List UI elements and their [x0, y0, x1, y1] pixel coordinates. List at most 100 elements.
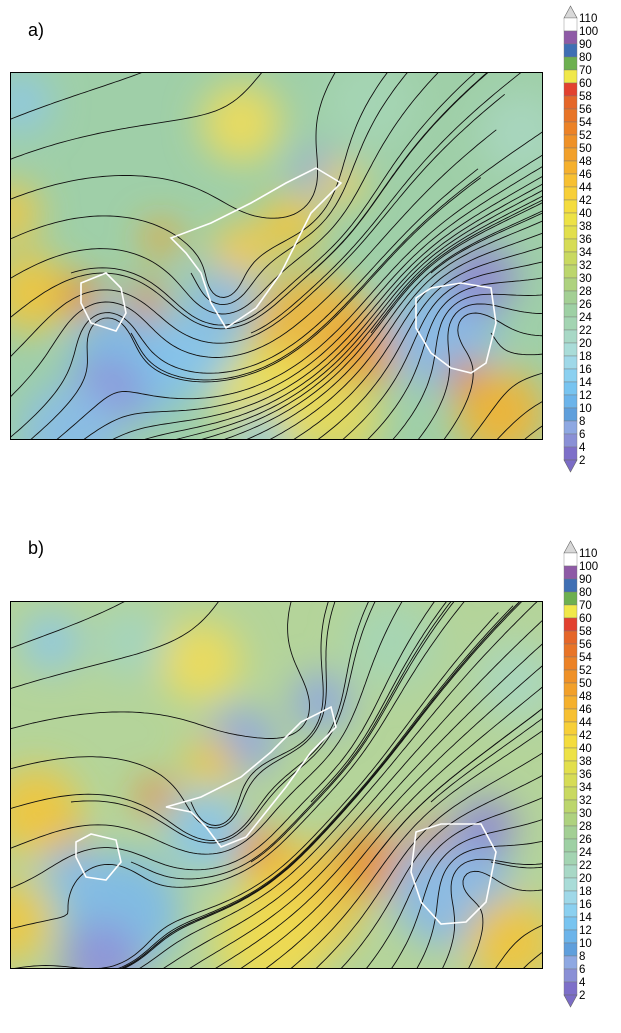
panel-b-colorbar-tick-label: 2 [579, 990, 585, 1002]
panel-a-colorbar-swatch [563, 264, 578, 279]
panel-a-streamline [30, 177, 482, 439]
panel-b-colorbar-swatch [563, 903, 578, 918]
panel-a-field-patch [446, 243, 516, 313]
panel-a-contour-outline [80, 272, 127, 332]
panel-a-colorbar-tick-label: 6 [579, 429, 585, 441]
panel-a-contour-outline [415, 282, 497, 374]
panel-a-streamline [370, 199, 542, 334]
panel-b-colorbar-swatch [563, 617, 578, 632]
panel-b-streamline [11, 602, 435, 889]
panel-b-colorbar-tick-label: 54 [579, 652, 592, 664]
panel-b-field-patch [138, 779, 174, 815]
panel-a-colorbar-swatch [563, 30, 578, 45]
panel-a-streamline [443, 312, 542, 439]
panel-b-streamline [11, 602, 336, 829]
panel-a-colorbar-swatch [563, 251, 578, 266]
panel-a-streamline [317, 246, 542, 439]
panel-a-contour-outline [169, 167, 343, 330]
panel-a-colorbar-tick-label: 36 [579, 234, 592, 246]
panel-a-colorbar-tick-label: 110 [579, 13, 597, 25]
panel-b-colorbar-swatch [563, 552, 578, 567]
panel-b-streamline [11, 602, 125, 649]
panel-b-colorbar-tick-label: 44 [579, 717, 592, 729]
panel-b-contour-outline [165, 705, 337, 848]
panel-a-colorbar-tick-label: 16 [579, 364, 592, 376]
panel-b-colorbar-swatch [563, 838, 578, 853]
panel-a-colorbar-tick-label: 22 [579, 325, 592, 337]
panel-a-colorbar-tick-label: 8 [579, 416, 585, 428]
panel-a-field-patch [11, 253, 71, 333]
panel-a-streamline [11, 73, 388, 298]
panel-a-streamline [190, 73, 408, 306]
panel-b-field-patch [96, 607, 166, 677]
panel-a-colorbar-tick-label: 44 [579, 182, 592, 194]
panel-b-contour-outline [75, 833, 122, 881]
panel-b-colorbar-tick-label: 10 [579, 938, 592, 950]
panel-b-field-patch [21, 612, 81, 672]
panel-a-colorbar-swatch [563, 95, 578, 110]
panel-a-colorbar-tick-label: 48 [579, 156, 592, 168]
panel-a-colorbar-swatch [563, 303, 578, 318]
panel-a-colorbar-swatch [563, 342, 578, 357]
panel-a-streamline [70, 73, 476, 326]
panel-a-colorbar-swatch [563, 394, 578, 409]
panel-b-streamline [11, 602, 369, 841]
panel-a-streamline [224, 202, 542, 439]
panel-a-colorbar-tick-label: 52 [579, 130, 592, 142]
panel-a-colorbar-swatch [563, 108, 578, 123]
panel-a-colorbar-swatch [563, 160, 578, 175]
panel-a-colorbar-tick-label: 38 [579, 221, 592, 233]
panel-a-streamline [56, 154, 542, 439]
panel-a-streamline [418, 303, 542, 439]
panel-b-streamline [121, 602, 520, 968]
panel-b-colorbar-swatch [563, 825, 578, 840]
panel-b-colorbar-tick-label: 56 [579, 639, 592, 651]
panel-a-colorbar-swatch [563, 186, 578, 201]
panel-a-colorbar-tick-label: 4 [579, 442, 586, 454]
panel-b-colorbar-swatch [563, 565, 578, 580]
panel-b-colorbar-swatch [563, 942, 578, 957]
panel-a-colorbar-tick-label: 40 [579, 208, 592, 220]
panel-a-colorbar-swatch [563, 225, 578, 240]
panel-a-streamline [83, 166, 542, 439]
panel-b-streamline [70, 602, 376, 844]
panel-b-streamline [240, 686, 542, 968]
panel-b-streamline [370, 708, 542, 863]
panel-b-colorbar-tick-label: 110 [579, 548, 597, 560]
panel-a-streamline [269, 220, 542, 439]
panel-b-colorbar-swatch [563, 578, 578, 593]
panel-b-streamline [310, 602, 447, 803]
panel-b-colorbar-tick-label: 32 [579, 795, 592, 807]
panel-b-colorbar-swatch [563, 968, 578, 983]
panel-a-colorbar-tick-label: 20 [579, 338, 592, 350]
panel-b-streamline [462, 870, 542, 968]
panel-a-colorbar-tick-label: 54 [579, 117, 592, 129]
panel-a-colorbar-tick-label: 100 [579, 26, 598, 38]
panel-b-streamline [416, 841, 542, 968]
panel-b-streamline [123, 602, 522, 968]
panel-a-field-patch [301, 378, 381, 439]
panel-a-colorbar-tick-label: 2 [579, 455, 585, 467]
panel-a-colorbar-swatch [563, 277, 578, 292]
panel-a-colorbar-top-arrow [563, 5, 578, 19]
panel-b-streamline [118, 605, 514, 968]
panel-a-colorbar-tick-label: 30 [579, 273, 592, 285]
panel-b-streamline [11, 602, 465, 930]
panel-a-field-svg [11, 73, 542, 439]
panel-a-colorbar-tick-label: 80 [579, 52, 592, 64]
panel-b-colorbar-svg: 2468101214161820222426283032343638404244… [563, 540, 598, 1008]
panel-b-colorbar-tick-label: 20 [579, 873, 592, 885]
panel-a-colorbar-swatch [563, 212, 578, 227]
panel-b-colorbar-swatch [563, 760, 578, 775]
panel-a-streamline [112, 176, 542, 439]
panel-b-colorbar-swatch [563, 877, 578, 892]
panel-b-streamline [189, 643, 542, 968]
panel-a-streamline [246, 210, 542, 439]
panel-a-colorbar-swatch [563, 82, 578, 97]
panel-b-field-patch [61, 922, 141, 968]
panel-b-streamline [250, 602, 455, 863]
panel-b-streamline [523, 952, 542, 968]
panel-a-field-patch [261, 193, 321, 253]
panel-b-field-patch [43, 844, 99, 900]
panel-b-colorbar-swatch [563, 786, 578, 801]
